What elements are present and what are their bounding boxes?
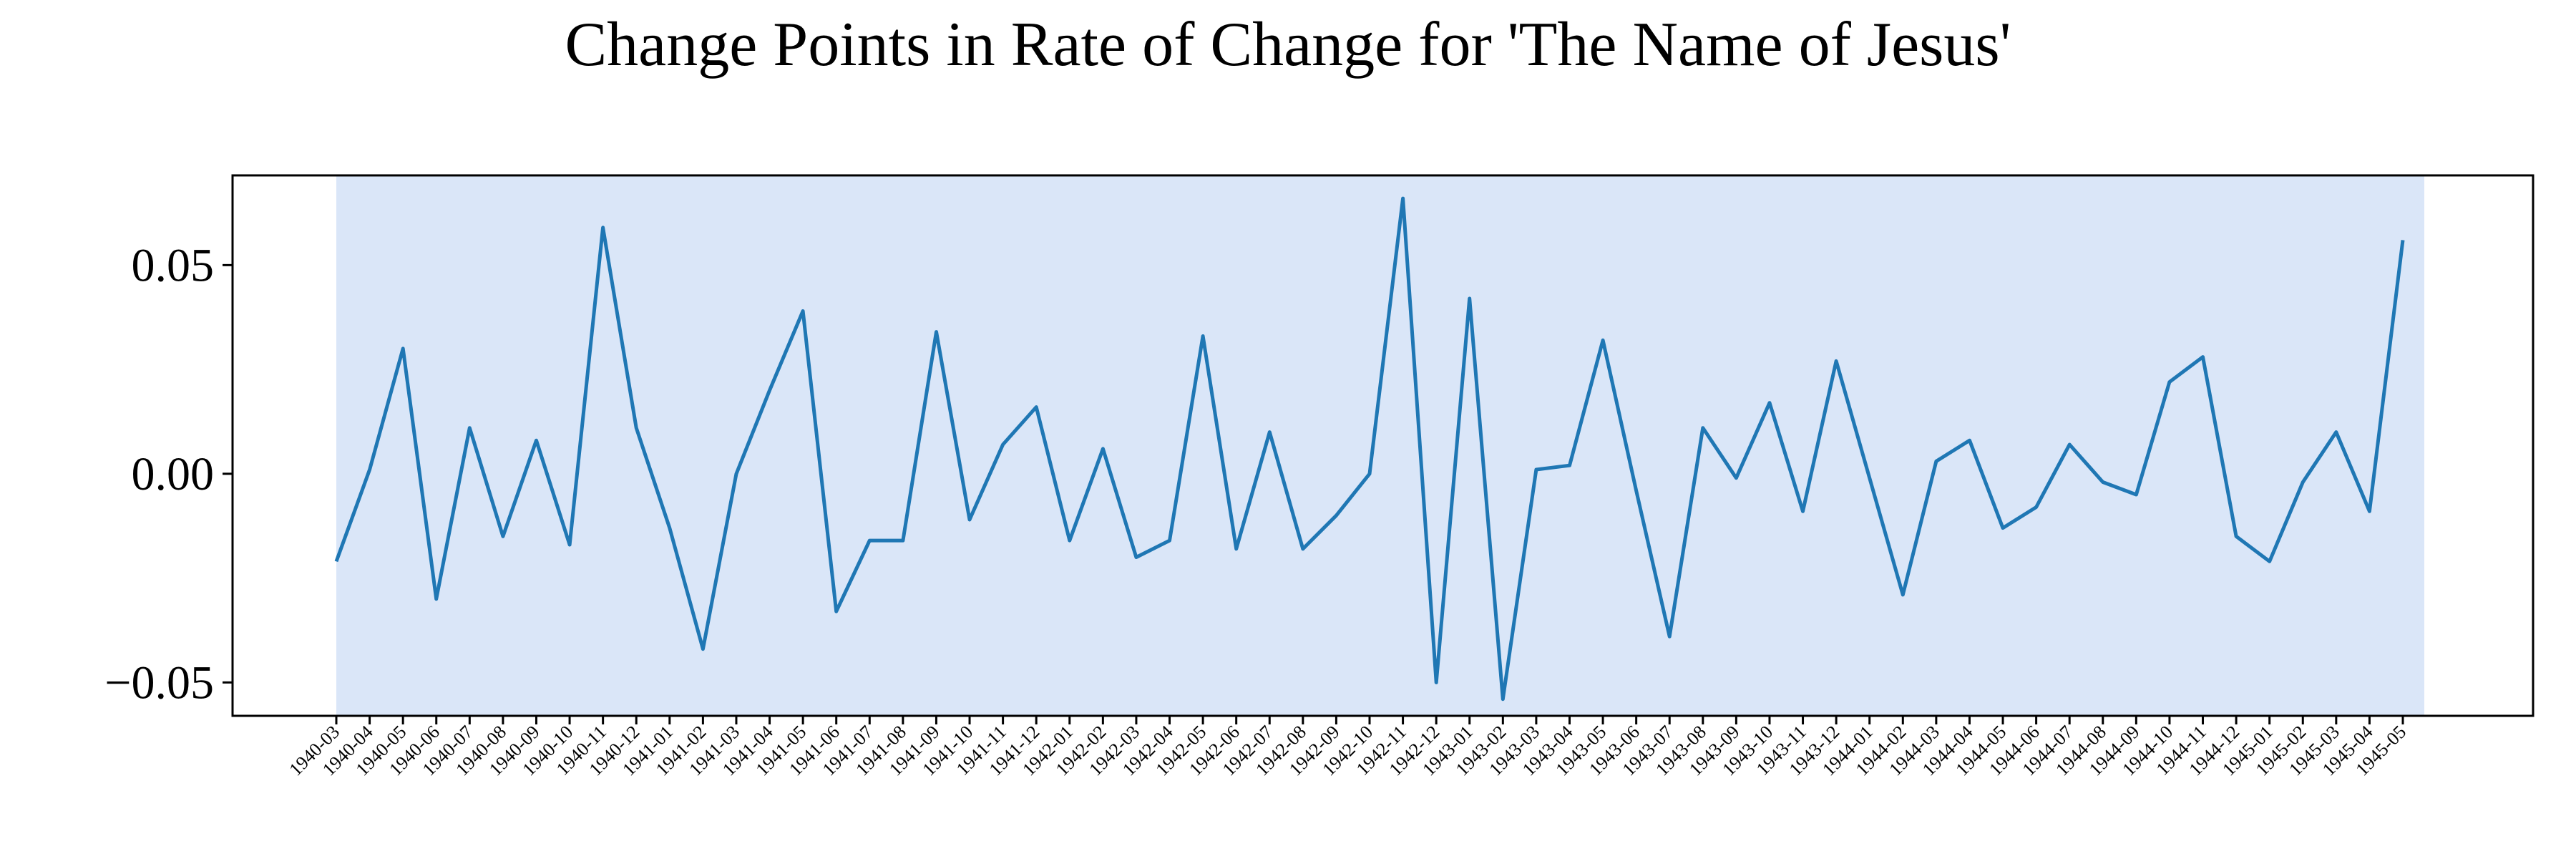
y-tick-label: 0.05 [132,239,215,291]
y-tick-label: 0.00 [132,448,215,500]
change-point-highlight-layer [336,175,2424,716]
series-line [334,196,2405,702]
y-axis: −0.05 0.00 0.05 [104,239,233,709]
chart-title: Change Points in Rate of Change for 'The… [565,10,2011,79]
y-tick-label: −0.05 [104,656,214,709]
plot-frame [231,174,2534,717]
highlight-span [336,175,2424,716]
series-line-layer [334,196,2405,702]
x-axis: 1940-031940-041940-051940-061940-071940-… [285,716,2410,780]
